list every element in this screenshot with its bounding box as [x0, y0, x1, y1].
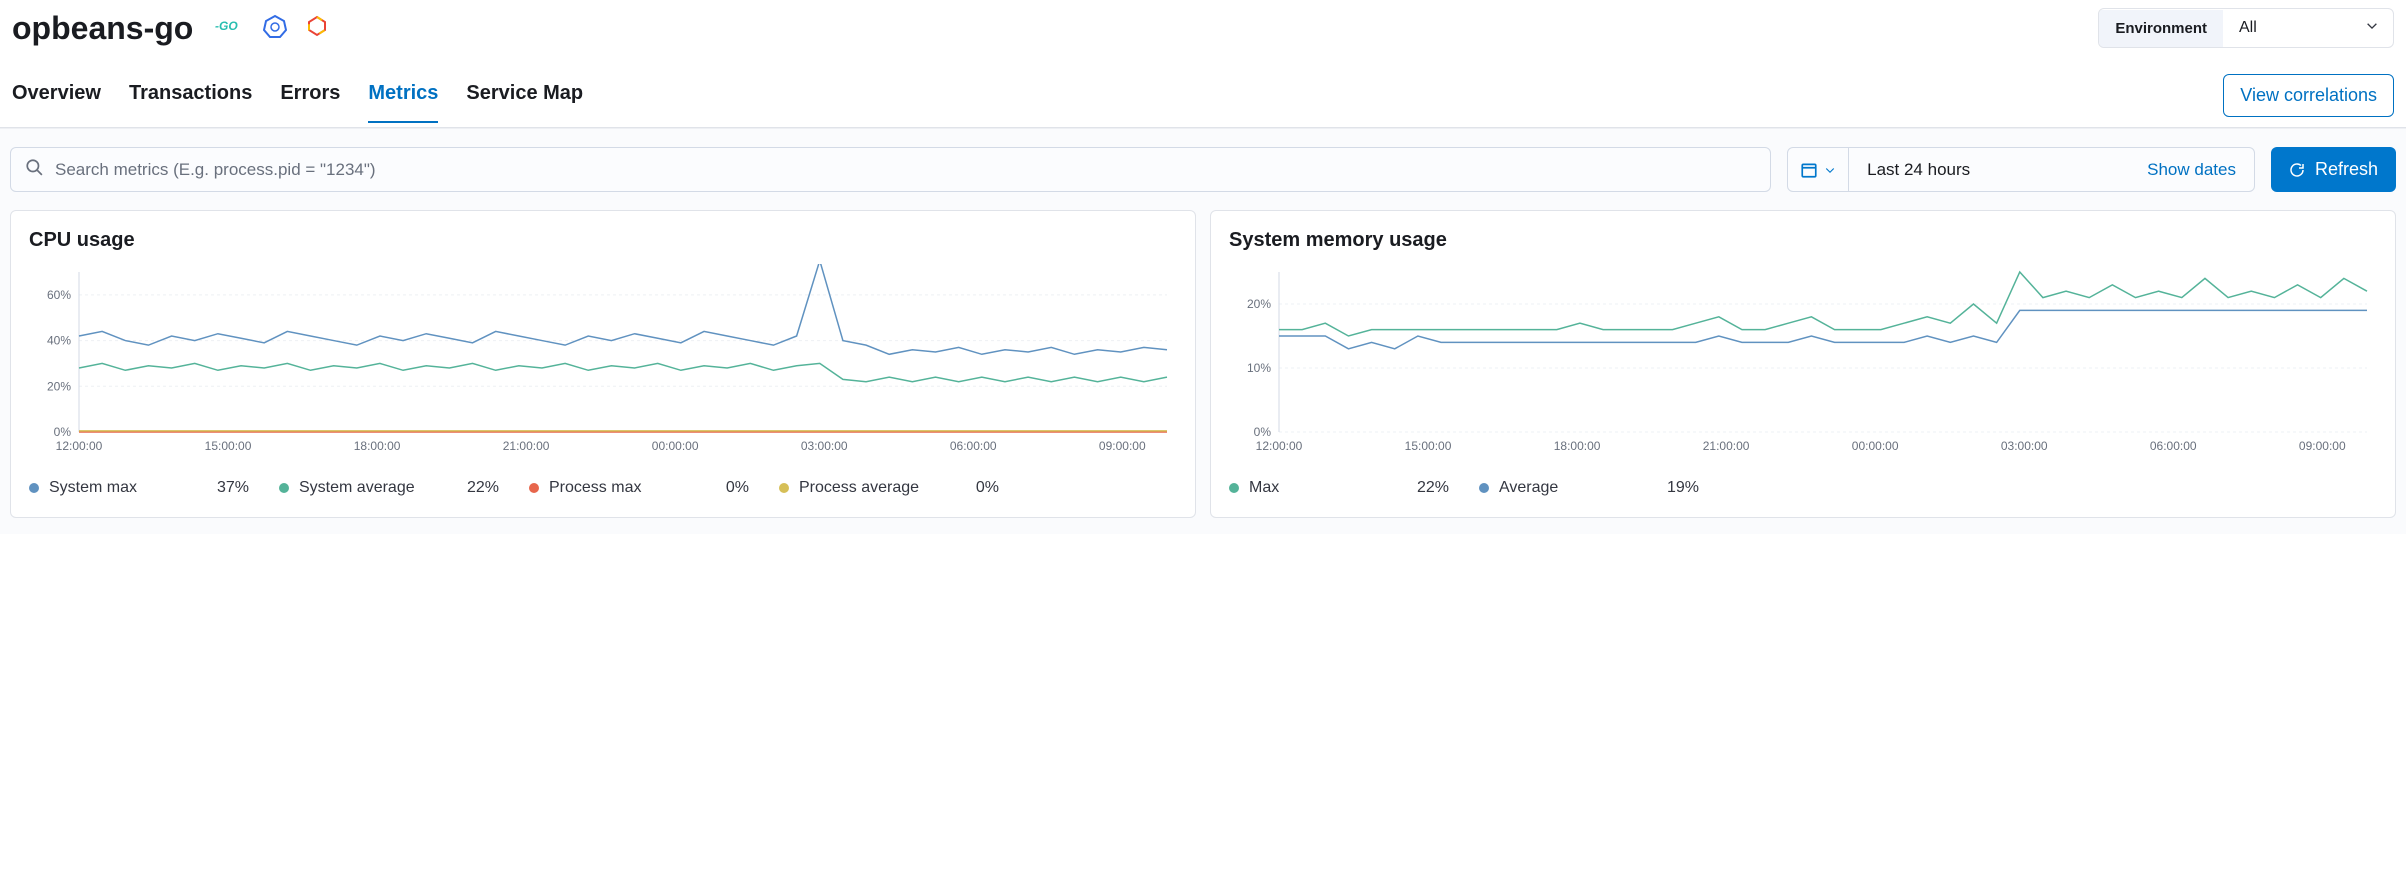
header-left: opbeans-go -GO — [12, 10, 329, 47]
page-title: opbeans-go — [12, 10, 193, 47]
legend-item[interactable]: System average 22% — [279, 473, 529, 503]
legend-dot-icon — [1229, 483, 1239, 493]
memory-chart-title: System memory usage — [1229, 229, 2377, 252]
tab-service-map[interactable]: Service Map — [466, 68, 583, 123]
svg-text:10%: 10% — [1247, 361, 1271, 375]
time-picker[interactable]: Last 24 hours Show dates — [1787, 147, 2255, 192]
svg-text:21:00:00: 21:00:00 — [1703, 439, 1750, 453]
filter-row: Last 24 hours Show dates Refresh — [0, 128, 2406, 204]
svg-text:18:00:00: 18:00:00 — [1554, 439, 1601, 453]
legend-name: Process average — [799, 479, 966, 497]
svg-text:03:00:00: 03:00:00 — [2001, 439, 2048, 453]
legend-item[interactable]: Process max 0% — [529, 473, 779, 503]
svg-text:12:00:00: 12:00:00 — [56, 439, 103, 453]
tab-metrics[interactable]: Metrics — [368, 68, 438, 123]
show-dates-button[interactable]: Show dates — [2129, 148, 2254, 191]
environment-picker[interactable]: Environment All — [2098, 8, 2394, 48]
legend-value: 37% — [217, 479, 249, 497]
svg-text:18:00:00: 18:00:00 — [354, 439, 401, 453]
legend-dot-icon — [279, 483, 289, 493]
legend-value: 0% — [726, 479, 749, 497]
view-correlations-button[interactable]: View correlations — [2223, 74, 2394, 117]
charts-row: CPU usage 0% 20% 40% 60% 12:00:00 15:00:00 18:… — [0, 204, 2406, 534]
legend-item[interactable]: Max 22% — [1229, 473, 1479, 503]
calendar-button[interactable] — [1788, 148, 1849, 191]
environment-label: Environment — [2099, 10, 2223, 47]
svg-text:06:00:00: 06:00:00 — [2150, 439, 2197, 453]
cpu-usage-card: CPU usage 0% 20% 40% 60% 12:00:00 15:00:00 18:… — [10, 210, 1196, 518]
legend-value: 22% — [1417, 479, 1449, 497]
gcp-icon — [305, 14, 329, 43]
search-box[interactable] — [10, 147, 1771, 192]
svg-text:21:00:00: 21:00:00 — [503, 439, 550, 453]
tab-errors[interactable]: Errors — [280, 68, 340, 123]
legend-dot-icon — [779, 483, 789, 493]
svg-text:09:00:00: 09:00:00 — [1099, 439, 1146, 453]
environment-value[interactable]: All — [2223, 9, 2393, 47]
legend-dot-icon — [29, 483, 39, 493]
svg-text:09:00:00: 09:00:00 — [2299, 439, 2346, 453]
refresh-icon — [2289, 162, 2305, 178]
legend-name: System average — [299, 479, 457, 497]
legend-name: Max — [1249, 479, 1407, 497]
legend-dot-icon — [529, 483, 539, 493]
svg-text:15:00:00: 15:00:00 — [1405, 439, 1452, 453]
svg-text:00:00:00: 00:00:00 — [1852, 439, 1899, 453]
svg-text:12:00:00: 12:00:00 — [1256, 439, 1303, 453]
memory-legend: Max 22% Average 19% — [1229, 473, 2377, 503]
svg-text:20%: 20% — [47, 379, 71, 393]
cpu-chart: 0% 20% 40% 60% 12:00:00 15:00:00 18:00:00 21:00… — [29, 264, 1177, 454]
legend-value: 0% — [976, 479, 999, 497]
go-icon: -GO — [215, 16, 245, 41]
legend-name: System max — [49, 479, 207, 497]
tab-transactions[interactable]: Transactions — [129, 68, 252, 123]
tab-overview[interactable]: Overview — [12, 68, 101, 123]
kubernetes-icon — [263, 14, 287, 43]
service-icons: -GO — [215, 14, 329, 43]
tabs-row: Overview Transactions Errors Metrics Service… — [0, 64, 2406, 128]
legend-item[interactable]: Process average 0% — [779, 473, 1029, 503]
svg-text:06:00:00: 06:00:00 — [950, 439, 997, 453]
memory-usage-card: System memory usage 0% 10% 20% 12:00:00 15:0… — [1210, 210, 2396, 518]
svg-text:00:00:00: 00:00:00 — [652, 439, 699, 453]
chevron-down-icon — [1824, 164, 1836, 176]
svg-text:20%: 20% — [1247, 297, 1271, 311]
calendar-icon — [1800, 161, 1818, 179]
legend-item[interactable]: Average 19% — [1479, 473, 1729, 503]
svg-text:40%: 40% — [47, 334, 71, 348]
svg-text:03:00:00: 03:00:00 — [801, 439, 848, 453]
svg-text:-GO: -GO — [215, 19, 238, 33]
legend-dot-icon — [1479, 483, 1489, 493]
legend-name: Process max — [549, 479, 716, 497]
search-icon — [25, 158, 43, 181]
cpu-legend: System max 37% System average 22% Proces… — [29, 473, 1177, 503]
legend-name: Average — [1499, 479, 1657, 497]
legend-value: 19% — [1667, 479, 1699, 497]
cpu-chart-title: CPU usage — [29, 229, 1177, 252]
legend-item[interactable]: System max 37% — [29, 473, 279, 503]
search-input[interactable] — [53, 159, 1756, 181]
page-header: opbeans-go -GO Environment All — [0, 0, 2406, 64]
chevron-down-icon — [2365, 19, 2379, 38]
svg-text:60%: 60% — [47, 288, 71, 302]
svg-text:0%: 0% — [54, 425, 72, 439]
svg-text:15:00:00: 15:00:00 — [205, 439, 252, 453]
tabs: Overview Transactions Errors Metrics Service… — [12, 68, 583, 123]
legend-value: 22% — [467, 479, 499, 497]
svg-text:0%: 0% — [1254, 425, 1272, 439]
refresh-button[interactable]: Refresh — [2271, 147, 2396, 192]
memory-chart: 0% 10% 20% 12:00:00 15:00:00 18:00:00 21:00:00… — [1229, 264, 2377, 454]
time-range-label[interactable]: Last 24 hours — [1849, 148, 2129, 191]
